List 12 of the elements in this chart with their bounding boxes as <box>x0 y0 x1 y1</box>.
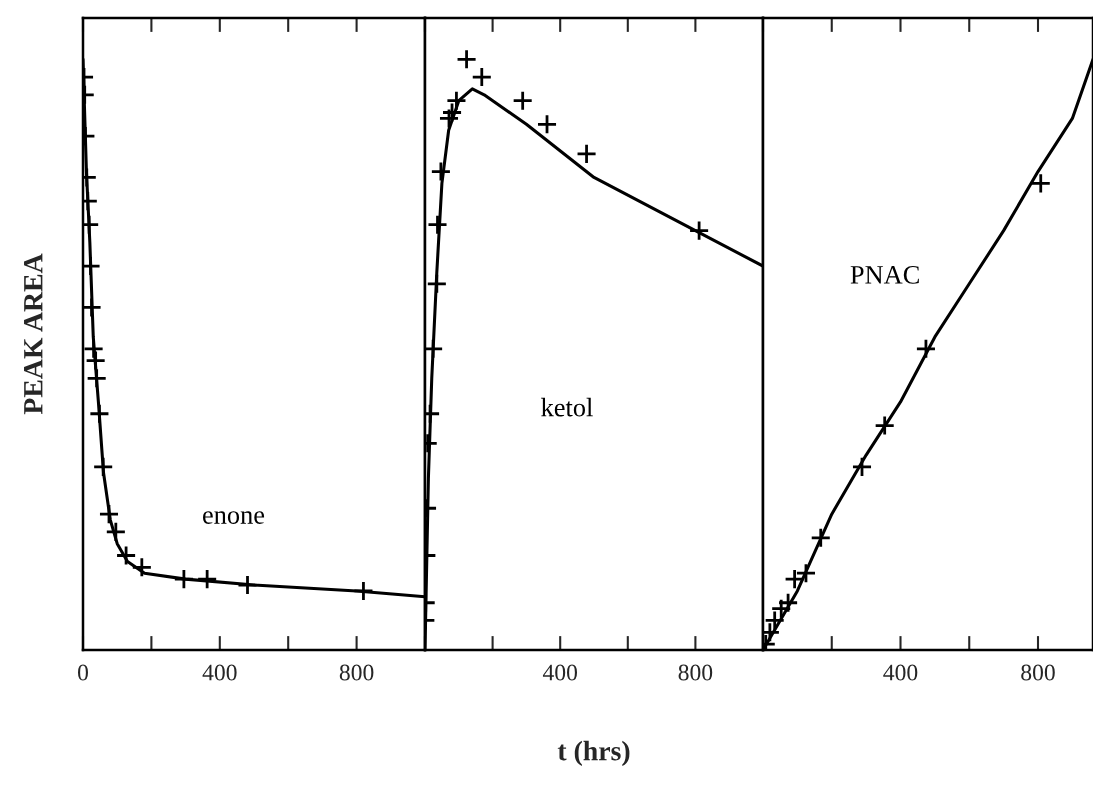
x-tick-label: 800 <box>678 664 713 681</box>
x-tick-label: 800 <box>339 664 374 681</box>
text: enone <box>203 511 265 524</box>
x-tick-label: 800 <box>1021 664 1055 681</box>
x-axis-title: t (hrs) <box>557 740 630 767</box>
x-tick-label: 400 <box>542 664 578 681</box>
x-tick-label: 400 <box>883 664 918 681</box>
x-tick-label: 400 <box>202 664 237 681</box>
y-axis-title: PEAK AREA <box>24 253 43 415</box>
text: ketol <box>541 397 593 417</box>
x-tick-label: 0 <box>78 664 88 681</box>
series-label: PNAC <box>850 265 919 284</box>
